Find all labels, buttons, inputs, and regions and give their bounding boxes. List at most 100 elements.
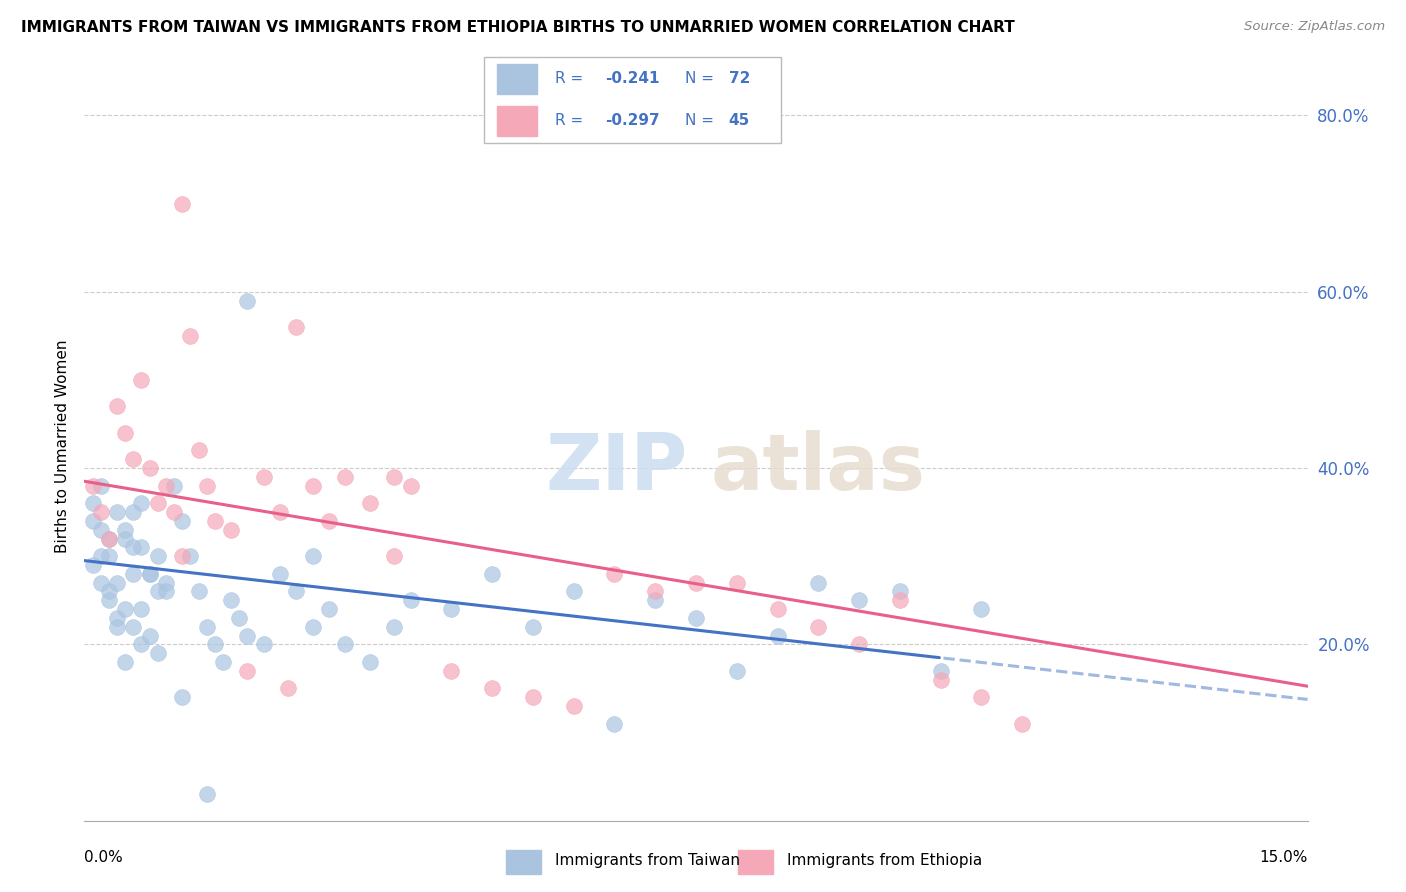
Point (187, 443, 209, 458)
Text: Immigrants from Ethiopia: Immigrants from Ethiopia (787, 854, 983, 868)
Point (105, 620, 128, 634)
Text: Immigrants from Taiwan: Immigrants from Taiwan (555, 854, 741, 868)
Point (685, 575, 707, 590)
Point (481, 566, 503, 581)
Point (146, 584, 169, 599)
Text: -0.241: -0.241 (605, 71, 659, 87)
Point (236, 664, 259, 678)
Point (114, 425, 136, 440)
Text: 15.0%: 15.0% (1260, 850, 1308, 865)
Point (269, 566, 291, 581)
Bar (738, 849, 773, 874)
Point (929, 673, 952, 687)
Point (603, 566, 626, 581)
Point (807, 575, 830, 590)
Point (82, 558, 104, 572)
Point (440, 664, 463, 678)
Point (848, 593, 870, 607)
Point (114, 523, 136, 537)
Point (848, 637, 870, 651)
Point (122, 566, 145, 581)
Point (122, 541, 145, 555)
Point (1011, 716, 1033, 731)
Point (131, 602, 153, 616)
Text: N =: N = (685, 71, 718, 87)
Point (146, 496, 169, 510)
Text: R =: R = (555, 71, 589, 87)
Point (146, 646, 169, 660)
Point (97, 532, 120, 546)
Text: 0.0%: 0.0% (84, 850, 124, 865)
Point (399, 478, 422, 492)
Point (90, 575, 112, 590)
Point (97, 549, 120, 564)
Point (90, 549, 112, 564)
Point (335, 470, 357, 484)
Point (155, 575, 177, 590)
Point (114, 655, 136, 669)
Point (179, 328, 201, 343)
Point (105, 611, 128, 625)
Text: -0.297: -0.297 (605, 113, 659, 128)
Point (82, 478, 104, 492)
Point (212, 655, 235, 669)
Point (522, 620, 544, 634)
Point (277, 681, 299, 696)
Point (204, 637, 226, 651)
Text: Source: ZipAtlas.com: Source: ZipAtlas.com (1244, 20, 1385, 33)
Point (236, 628, 259, 642)
Point (90, 478, 112, 492)
Point (105, 400, 128, 414)
Point (889, 584, 911, 599)
Y-axis label: Births to Unmarried Women: Births to Unmarried Women (55, 339, 70, 553)
Point (90, 505, 112, 519)
Point (82, 514, 104, 528)
Point (644, 593, 666, 607)
Point (440, 602, 463, 616)
Point (382, 549, 405, 564)
Point (399, 593, 422, 607)
Point (187, 584, 209, 599)
Text: IMMIGRANTS FROM TAIWAN VS IMMIGRANTS FROM ETHIOPIA BIRTHS TO UNMARRIED WOMEN COR: IMMIGRANTS FROM TAIWAN VS IMMIGRANTS FRO… (21, 20, 1015, 35)
Point (204, 514, 226, 528)
Point (114, 602, 136, 616)
Point (114, 532, 136, 546)
Point (685, 611, 707, 625)
Point (929, 664, 952, 678)
Point (766, 602, 789, 616)
Point (195, 478, 218, 492)
Point (138, 461, 160, 475)
Point (195, 787, 218, 801)
Point (766, 628, 789, 642)
FancyBboxPatch shape (484, 57, 782, 144)
Point (155, 584, 177, 599)
Point (131, 496, 153, 510)
Point (522, 690, 544, 705)
Point (318, 602, 340, 616)
Bar (496, 106, 537, 136)
Point (253, 637, 276, 651)
Bar (496, 64, 537, 94)
Point (359, 496, 381, 510)
Point (172, 549, 194, 564)
Point (301, 478, 323, 492)
Text: atlas: atlas (711, 431, 925, 507)
Point (90, 523, 112, 537)
Point (285, 320, 308, 334)
Point (82, 496, 104, 510)
Point (335, 637, 357, 651)
Point (219, 523, 242, 537)
Text: ZIP: ZIP (546, 431, 688, 507)
Point (105, 575, 128, 590)
Point (301, 620, 323, 634)
Point (382, 620, 405, 634)
Point (122, 505, 145, 519)
Point (382, 470, 405, 484)
Point (725, 664, 748, 678)
Point (889, 593, 911, 607)
Point (163, 505, 186, 519)
Bar (506, 849, 541, 874)
Point (228, 611, 250, 625)
Point (146, 549, 169, 564)
Point (562, 584, 585, 599)
